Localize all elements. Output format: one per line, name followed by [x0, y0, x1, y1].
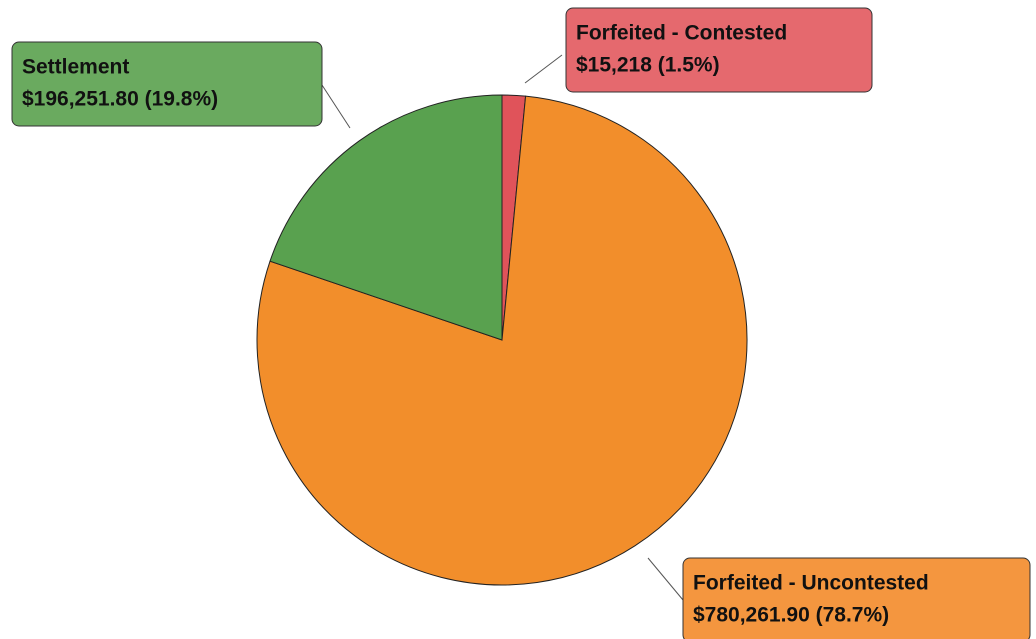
slice-value-label: $196,251.80 (19.8%): [22, 88, 218, 111]
label-box: [11, 41, 323, 127]
slice-name: Settlement: [22, 56, 129, 79]
pie-slice: [256, 95, 748, 586]
leader-line: [321, 84, 351, 129]
slice-name: Forfeited - Contested: [576, 22, 787, 45]
pie-slice: [269, 94, 503, 341]
leader-line: [647, 557, 684, 601]
label-box: [682, 557, 1031, 639]
slice-value-label: $15,218 (1.5%): [576, 54, 720, 77]
leader-line: [524, 54, 563, 84]
slice-value-label: $780,261.90 (78.7%): [693, 604, 889, 627]
slice-name: Forfeited - Uncontested: [693, 572, 929, 595]
label-box: [565, 7, 873, 93]
